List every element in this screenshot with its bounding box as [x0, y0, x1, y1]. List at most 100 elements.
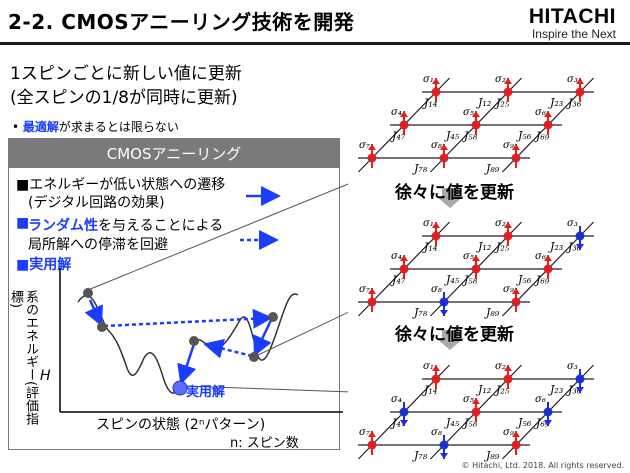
spin-label: σ₄: [391, 251, 402, 262]
energy-landscape: [59, 183, 348, 413]
coupling-label: J₁₂: [476, 240, 491, 253]
copyright: © Hitachi, Ltd. 2018. All rights reserve…: [461, 461, 624, 470]
state-2: [97, 322, 107, 332]
spin-2-up: σ₂: [495, 218, 513, 246]
coupling-label: J₆₉: [534, 417, 550, 430]
coupling-label: J₇₈: [412, 162, 428, 175]
point-2: ランダム性を与えることによる: [28, 215, 223, 235]
coupling-label: J₃₆: [566, 241, 582, 254]
lead-line-1: 1スピンごとに新しい値に更新: [10, 64, 242, 84]
spin-label: σ₁: [423, 218, 434, 229]
spin-3-down: σ₃: [567, 218, 585, 250]
spin-label: σ₅: [463, 107, 474, 118]
coupling-label: J₄₅: [444, 273, 460, 286]
guide-line-bot: [183, 385, 348, 393]
spin-1-up: σ₁: [423, 361, 441, 389]
coupling-label: J₁₄: [422, 97, 437, 110]
spin-label: σ₆: [535, 394, 546, 405]
header-divider: [0, 42, 630, 45]
state-3: [268, 312, 278, 322]
spin-label: σ₇: [359, 284, 370, 295]
spin-label: σ₃: [567, 218, 578, 229]
spin-6-up: σ₆: [535, 251, 553, 279]
point-2-highlight: ランダム性: [28, 218, 98, 234]
lattice-stage-3: J₁₂ J₂₃ J₄₅ J₅₆ J₇₈ J₈₉ J₁₄ J₂₅ J₃₆ J₄₇ J₅₈ J₆₉ σ₁ σ₂…: [357, 361, 595, 462]
brand: HITACHI Inspire the Next: [529, 5, 616, 41]
hitachi-logo: HITACHI: [528, 5, 616, 28]
coupling-label: J₄₅: [444, 129, 460, 142]
coupling-label: J₄₇: [390, 417, 406, 430]
spin-4-up: σ₄: [391, 107, 409, 135]
spin-2-up: σ₂: [495, 74, 513, 102]
spin-8-up: σ₈: [431, 140, 449, 168]
point-1b: (デジタル回路の効果): [28, 195, 165, 211]
spin-label: σ₃: [567, 361, 578, 372]
coupling-label: J₈₉: [484, 306, 500, 319]
spin-4-up: σ₄: [391, 251, 409, 279]
spin-label: σ₂: [495, 218, 506, 229]
spin-5-up: σ₅: [463, 107, 481, 135]
spin-8-down: σ₈: [431, 284, 449, 316]
coupling-label: J₈₉: [484, 162, 500, 175]
coupling-label: J₅₈: [462, 130, 478, 143]
spin-label: σ₄: [391, 394, 402, 405]
spin-6-down: σ₆: [535, 394, 553, 426]
coupling-label: J₂₃: [548, 96, 563, 109]
spin-9-up: σ₉: [503, 284, 521, 312]
coupling-label: J₅₆: [516, 129, 532, 142]
page-title: 2-2. CMOSアニーリング技術を開発: [8, 10, 355, 34]
coupling-label: J₈₉: [484, 449, 500, 462]
spin-7-up: σ₇: [359, 427, 377, 455]
practical-solution-point: [172, 380, 188, 396]
state-5: [189, 336, 199, 346]
coupling-label: J₄₇: [390, 274, 406, 287]
spin-label: σ₆: [535, 107, 546, 118]
x-axis-label: スピンの状態 (2ⁿパターン): [96, 417, 266, 433]
point-2-rest: を与えることによる: [98, 218, 224, 234]
guide-line-top: [87, 183, 348, 291]
spin-label: σ₁: [423, 74, 434, 85]
lead-line-2: (全スピンの1/8が同時に更新): [10, 88, 238, 108]
spin-label: σ₅: [463, 394, 474, 405]
point-1: ■エネルギーが低い状態への遷移: [16, 177, 226, 193]
solution-label: 実用解: [186, 385, 226, 400]
lattice-stage-2: J₁₂ J₂₃ J₄₅ J₅₆ J₇₈ J₈₉ J₁₄ J₂₅ J₃₆ J₄₇ J₅₈ J₆₉ σ₁ σ₂…: [357, 218, 595, 319]
transition-random-jump: [103, 308, 273, 329]
spin-7-up: σ₇: [359, 284, 377, 312]
coupling-label: J₁₄: [422, 384, 437, 397]
spin-lattice-diagrams: J₁₂ J₂₃ J₄₅ J₅₆ J₇₈ J₈₉ J₁₄ J₂₅ J₃₆ J₄₇ J₅₈ J₆₉ σ₁ σ₂…: [357, 74, 595, 462]
lead-text: 1スピンごとに新しい値に更新 (全スピンの1/8が同時に更新): [10, 62, 242, 110]
spin-7-up: σ₇: [359, 140, 377, 168]
y-axis-label: 系のエネルギー(評価指標): [8, 290, 38, 426]
spin-label: σ₃: [567, 74, 578, 85]
spin-8-down: σ₈: [431, 427, 449, 459]
update-label-2: 徐々に値を更新: [395, 325, 514, 345]
spin-label: σ₉: [503, 140, 514, 151]
spin-4-down: σ₄: [391, 394, 409, 426]
spin-count-note: n: スピン数: [230, 436, 299, 451]
spin-label: σ₇: [359, 140, 370, 151]
spin-9-up: σ₉: [503, 140, 521, 168]
spin-1-up: σ₁: [423, 218, 441, 246]
coupling-label: J₃₆: [566, 97, 582, 110]
spin-5-up: σ₅: [463, 251, 481, 279]
spin-9-up: σ₉: [503, 427, 521, 455]
coupling-label: J₇₈: [412, 306, 428, 319]
coupling-label: J₅₆: [516, 416, 532, 429]
spin-6-up: σ₆: [535, 107, 553, 135]
spin-label: σ₉: [503, 284, 514, 295]
spin-label: σ₈: [431, 427, 442, 438]
coupling-label: J₁₄: [422, 241, 437, 254]
state-start: [83, 288, 93, 298]
point-2b: 局所解への停滞を回避: [28, 237, 168, 253]
bullet-note: • 最適解が求まるとは限らない: [12, 118, 179, 135]
update-label-1: 徐々に値を更新: [395, 183, 514, 203]
stage-arrow-2: [436, 330, 464, 350]
spin-1-up: σ₁: [423, 74, 441, 102]
coupling-label: J₁₂: [476, 96, 491, 109]
transition-down-3: [177, 343, 197, 385]
coupling-label: J₁₂: [476, 383, 491, 396]
guide-line-mid: [255, 311, 348, 357]
coupling-label: J₂₅: [494, 384, 510, 397]
spin-label: σ₄: [391, 107, 402, 118]
